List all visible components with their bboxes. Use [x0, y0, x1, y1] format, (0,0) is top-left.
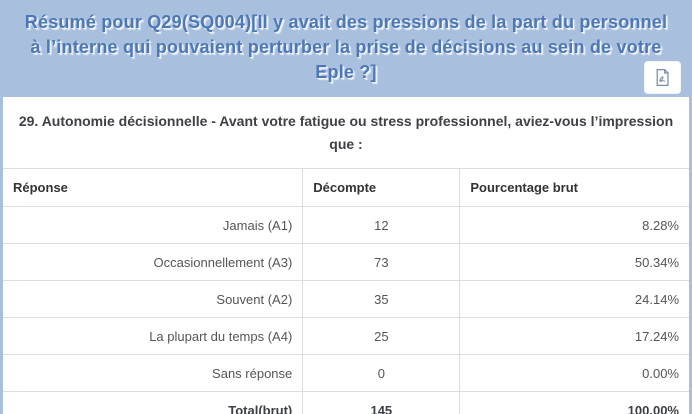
answer-label: Souvent (A2) [3, 280, 303, 318]
table-header-row: Réponse Décompte Pourcentage brut [3, 168, 689, 207]
answer-percent: 17.24% [459, 317, 689, 355]
table-row: Souvent (A2) 35 24.14% [3, 280, 689, 318]
table-row: Occasionnellement (A3) 73 50.34% [3, 243, 689, 281]
question-text: 29. Autonomie décisionnelle - Avant votr… [18, 113, 674, 152]
table-row: La plupart du temps (A4) 25 17.24% [3, 317, 689, 355]
answer-percent: 8.28% [459, 206, 689, 244]
answer-percent: 24.14% [459, 280, 689, 318]
answer-label: Jamais (A1) [3, 206, 303, 244]
export-pdf-button[interactable] [644, 61, 681, 94]
total-count: 145 [302, 391, 460, 414]
answer-label: Occasionnellement (A3) [3, 243, 303, 281]
column-header-decompte: Décompte [302, 168, 460, 207]
question-summary-title: Résumé pour Q29(SQ004)[Il y avait des pr… [24, 12, 668, 82]
answer-percent: 50.34% [459, 243, 689, 281]
answer-percent: 0.00% [459, 354, 689, 392]
answer-count: 12 [302, 206, 460, 244]
answer-count: 73 [302, 243, 460, 281]
column-header-pourcentage: Pourcentage brut [459, 168, 689, 207]
answer-label: La plupart du temps (A4) [3, 317, 303, 355]
column-header-reponse: Réponse [3, 168, 303, 207]
statistics-table: Réponse Décompte Pourcentage brut Jamais… [3, 168, 689, 414]
table-row: Jamais (A1) 12 8.28% [3, 206, 689, 244]
total-percent: 100.00% [459, 391, 689, 414]
table-row: Sans réponse 0 0.00% [3, 354, 689, 392]
total-label: Total(brut) [3, 391, 303, 414]
answer-label: Sans réponse [3, 354, 303, 392]
statistics-panel: 29. Autonomie décisionnelle - Avant votr… [3, 97, 689, 414]
answer-count: 0 [302, 354, 460, 392]
question-summary-header: Résumé pour Q29(SQ004)[Il y avait des pr… [0, 0, 692, 97]
file-pdf-icon [654, 68, 671, 87]
table-total-row: Total(brut) 145 100.00% [3, 391, 689, 414]
answer-count: 25 [302, 317, 460, 355]
answer-count: 35 [302, 280, 460, 318]
